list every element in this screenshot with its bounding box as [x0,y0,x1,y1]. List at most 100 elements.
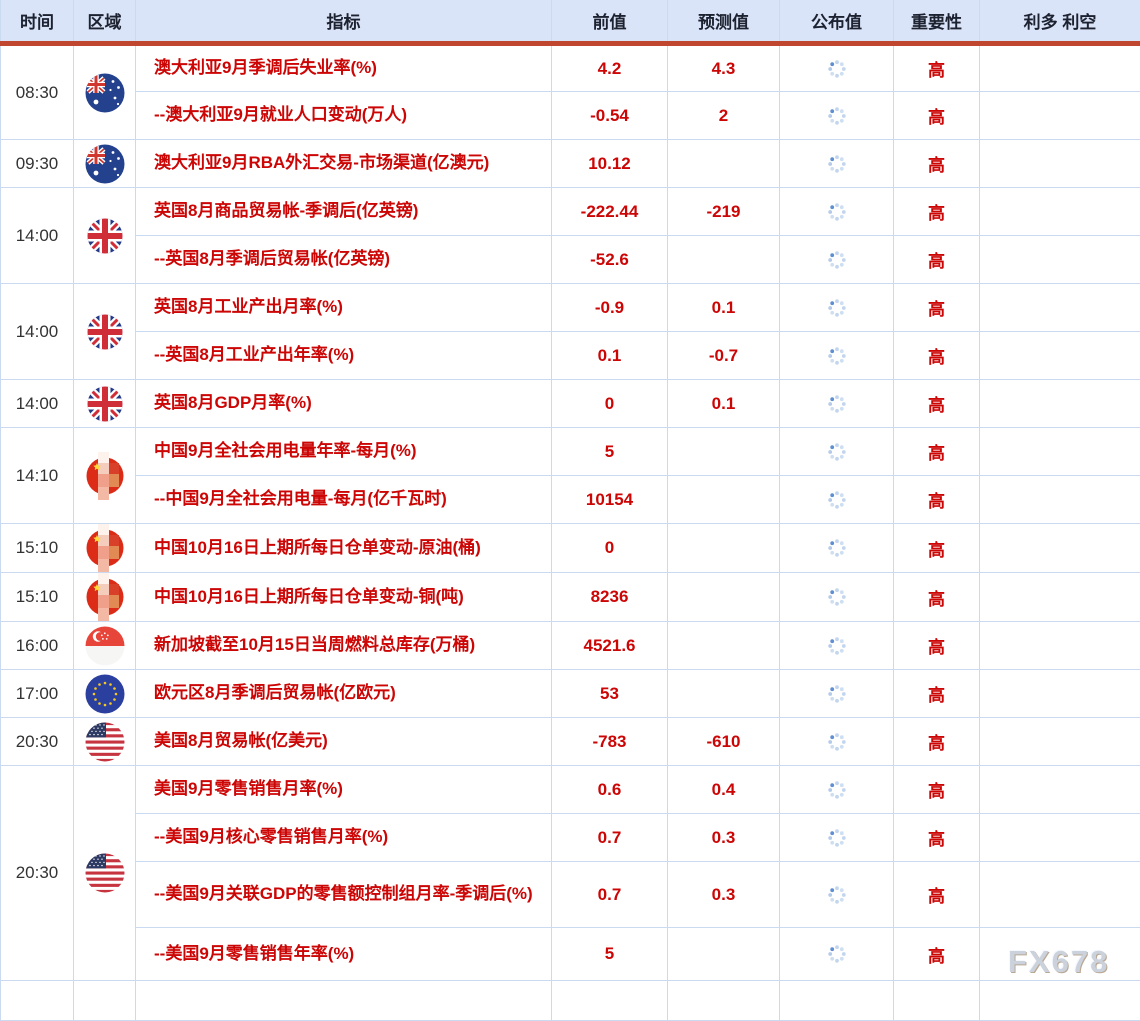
published-value-cell [780,332,894,380]
australia-flag-icon [85,144,125,184]
region-cell [74,284,136,380]
forecast-value: -0.7 [668,332,780,380]
loading-spinner-icon [827,394,847,414]
bullish-bearish-cell [980,573,1140,622]
loading-spinner-icon [827,346,847,366]
region-cell [74,573,136,622]
uk-flag-icon [87,386,123,422]
previous-value: -783 [552,718,668,766]
published-value-cell [780,670,894,718]
forecast-value: 2 [668,92,780,140]
importance-cell: 高 [894,92,980,140]
time-cell: 17:00 [1,670,74,718]
forecast-value: 0.4 [668,766,780,814]
indicator-cell[interactable]: 中国9月全社会用电量年率-每月(%) [136,428,552,476]
forecast-value [668,428,780,476]
loading-spinner-icon [827,202,847,222]
australia-flag-icon [85,73,125,113]
previous-value: 5 [552,928,668,981]
indicator-cell[interactable]: --美国9月核心零售销售月率(%) [136,814,552,862]
indicator-cell[interactable]: 英国8月GDP月率(%) [136,380,552,428]
indicator-cell[interactable]: 英国8月商品贸易帐-季调后(亿英镑) [136,188,552,236]
table-row: 14:00 英国8月工业产出月率(%) -0.9 0.1 高 [1,284,1140,332]
loading-spinner-icon [827,154,847,174]
time-cell: 20:30 [1,718,74,766]
bullish-bearish-cell [980,332,1140,380]
indicator-cell[interactable]: 美国9月零售销售月率(%) [136,766,552,814]
time-cell: 08:30 [1,44,74,140]
indicator-cell[interactable]: --英国8月季调后贸易帐(亿英镑) [136,236,552,284]
bullish-bearish-cell [980,140,1140,188]
empty-cell [980,981,1140,1021]
indicator-cell[interactable]: 美国8月贸易帐(亿美元) [136,718,552,766]
forecast-value: 0.1 [668,380,780,428]
loading-spinner-icon [827,298,847,318]
uk-flag-icon [87,314,123,350]
eu-flag-icon [85,674,125,714]
published-value-cell [780,862,894,928]
previous-value: 8236 [552,573,668,622]
table-row: 14:10 中国9月全社会用电量年率-每月(%) 5 高 [1,428,1140,476]
col-header-forecast: 预测值 [668,0,780,44]
loading-spinner-icon [827,442,847,462]
region-cell [74,524,136,573]
table-row: 20:30 美国9月零售销售月率(%) 0.6 0.4 高 [1,766,1140,814]
importance-cell: 高 [894,928,980,981]
published-value-cell [780,573,894,622]
bullish-bearish-cell [980,766,1140,814]
published-value-cell [780,814,894,862]
table-row: 15:10 中国10月16日上期所每日仓单变动-铜(吨) 8236 高 [1,573,1140,622]
forecast-value: -219 [668,188,780,236]
bullish-bearish-cell [980,428,1140,476]
previous-value: -0.54 [552,92,668,140]
indicator-cell[interactable]: 英国8月工业产出月率(%) [136,284,552,332]
empty-cell [780,981,894,1021]
previous-value: 5 [552,428,668,476]
time-cell: 14:00 [1,188,74,284]
indicator-cell[interactable]: 澳大利亚9月季调后失业率(%) [136,44,552,92]
indicator-cell[interactable]: 欧元区8月季调后贸易帐(亿欧元) [136,670,552,718]
importance-cell: 高 [894,622,980,670]
indicator-cell[interactable]: 澳大利亚9月RBA外汇交易-市场渠道(亿澳元) [136,140,552,188]
published-value-cell [780,140,894,188]
forecast-value [668,670,780,718]
previous-value: 0.1 [552,332,668,380]
table-row: --美国9月零售销售年率(%) 5 高 [1,928,1140,981]
table-row: 14:00 英国8月商品贸易帐-季调后(亿英镑) -222.44 -219 高 [1,188,1140,236]
indicator-cell[interactable]: 新加坡截至10月15日当周燃料总库存(万桶) [136,622,552,670]
empty-cell [1,981,74,1021]
published-value-cell [780,766,894,814]
indicator-cell[interactable]: 中国10月16日上期所每日仓单变动-原油(桶) [136,524,552,573]
indicator-cell[interactable]: --美国9月零售销售年率(%) [136,928,552,981]
bullish-bearish-cell [980,718,1140,766]
indicator-cell[interactable]: --美国9月关联GDP的零售额控制组月率-季调后(%) [136,862,552,928]
empty-cell [136,981,552,1021]
previous-value: 0.7 [552,862,668,928]
importance-cell: 高 [894,44,980,92]
forecast-value: -610 [668,718,780,766]
bullish-bearish-cell [980,476,1140,524]
indicator-cell[interactable]: --中国9月全社会用电量-每月(亿千瓦时) [136,476,552,524]
table-row: --美国9月关联GDP的零售额控制组月率-季调后(%) 0.7 0.3 高 [1,862,1140,928]
previous-value: 10.12 [552,140,668,188]
loading-spinner-icon [827,538,847,558]
importance-cell: 高 [894,862,980,928]
previous-value: 4.2 [552,44,668,92]
indicator-cell[interactable]: --澳大利亚9月就业人口变动(万人) [136,92,552,140]
indicator-cell[interactable]: --英国8月工业产出年率(%) [136,332,552,380]
col-header-indicator: 指标 [136,0,552,44]
region-cell [74,188,136,284]
published-value-cell [780,476,894,524]
china-flag-censored-icon [85,573,125,621]
importance-cell: 高 [894,188,980,236]
loading-spinner-icon [827,106,847,126]
indicator-cell[interactable]: 中国10月16日上期所每日仓单变动-铜(吨) [136,573,552,622]
previous-value: 53 [552,670,668,718]
region-cell [74,622,136,670]
header-row: 时间 区域 指标 前值 预测值 公布值 重要性 利多 利空 [1,0,1140,44]
forecast-value [668,236,780,284]
forecast-value: 0.3 [668,862,780,928]
forecast-value [668,622,780,670]
published-value-cell [780,718,894,766]
